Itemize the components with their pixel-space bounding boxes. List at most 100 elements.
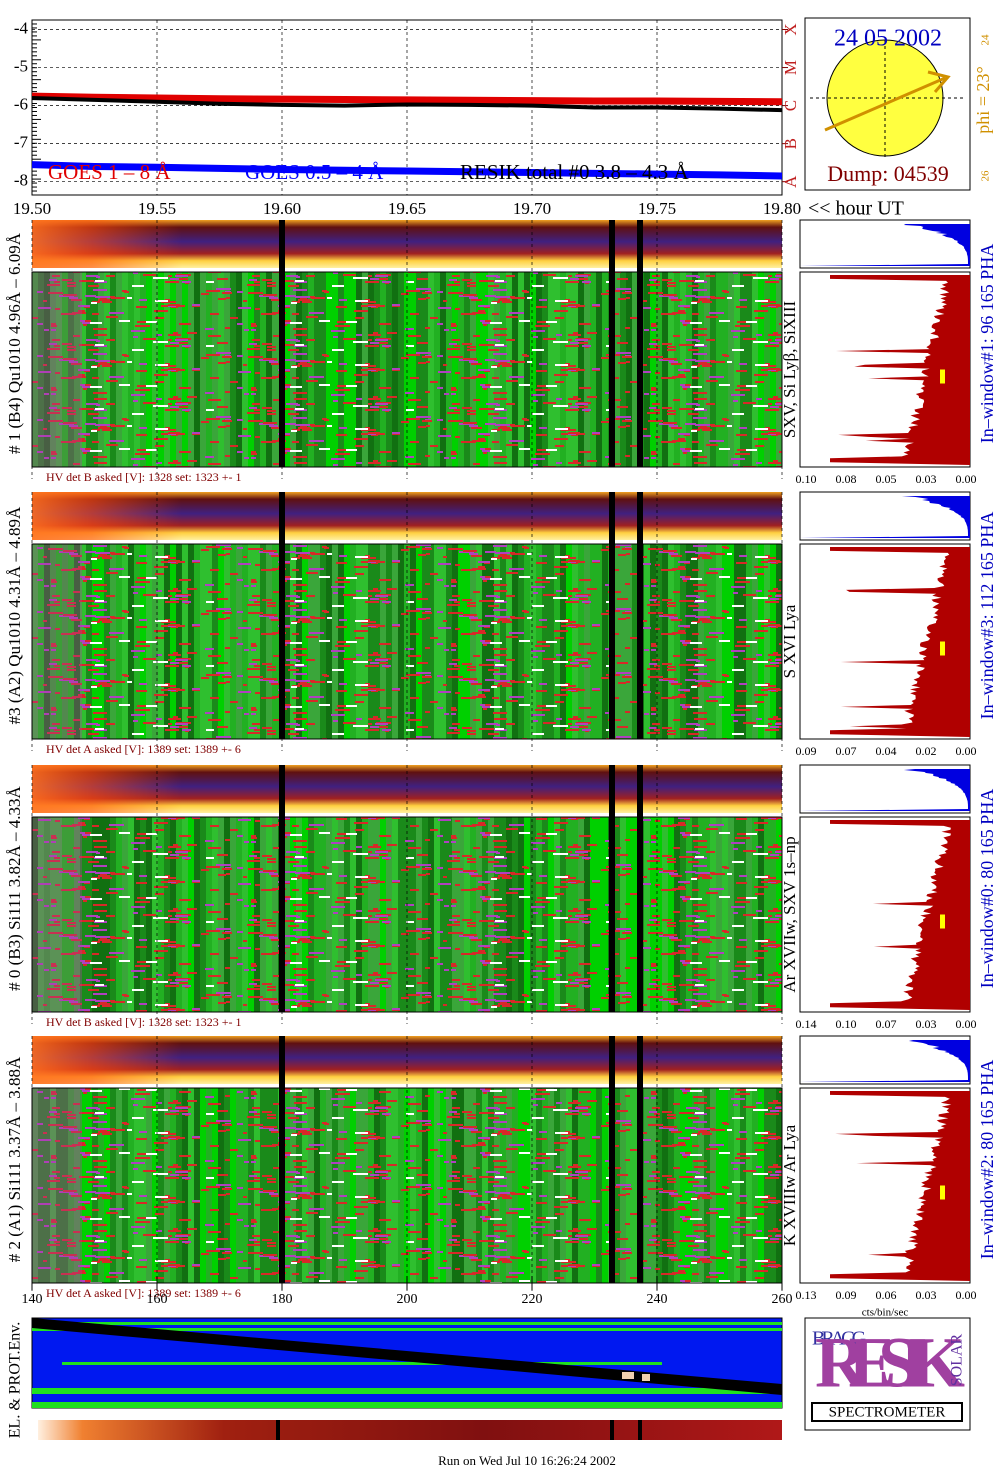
detector-label: #3 (A2) Qu1010 4.31Å – 4.89Å (5, 506, 24, 724)
hist-tick-label: 0.03 (916, 1017, 937, 1031)
env-track (32, 1318, 782, 1395)
hv-label: HV det A asked [V]: 1389 set: 1389 +- 6 (46, 742, 241, 756)
line-label: K XVIIIw Ar Lya (780, 1124, 799, 1246)
hist-profile (830, 275, 970, 465)
legend-entry: RESIK total #0 3.8 – 4.3 Å (460, 160, 689, 184)
footer: Run on Wed Jul 10 16:26:24 2002 (438, 1453, 616, 1468)
data-gap (609, 1036, 615, 1283)
y-tick-label: -7 (14, 133, 29, 152)
y-tick-label: -6 (14, 95, 28, 114)
hv-label: HV det B asked [V]: 1328 set: 1323 +- 1 (46, 470, 242, 484)
env-band (32, 1388, 782, 1394)
x-tick-label: 19.65 (388, 199, 426, 218)
line-label: Ar XVIIw, SXV 1s–np (780, 836, 799, 992)
pha-spectrum (800, 769, 970, 811)
window-label: In–window#3: 112 165 PHA (977, 512, 997, 720)
series-line (31, 161, 783, 180)
x-tick-label: 19.60 (263, 199, 301, 218)
hist-profile (830, 1091, 970, 1281)
data-gap (637, 1036, 643, 1283)
bottom-tick-label: 220 (522, 1292, 543, 1307)
hist-tick-label: 0.05 (876, 472, 897, 486)
bottom-tick-label: 180 (272, 1292, 293, 1307)
pha-spectrum (800, 224, 970, 266)
layer: -8 -7 -6 -5 -4 A B C M X 19.50 19.55 19.60 19.65 19.70… (5, 17, 997, 1468)
legend-entry: GOES 1 – 8 Å (48, 160, 171, 184)
hv-label: HV det A asked [V]: 1389 set: 1389 +- 6 (46, 1286, 241, 1300)
hist-unit: cts/bin/sec (862, 1307, 909, 1319)
hist-profile (830, 547, 970, 737)
hist-tick-label: 0.07 (876, 1017, 897, 1031)
pha-spectrum (800, 1040, 970, 1082)
logo-band (811, 1402, 963, 1422)
env-gap (276, 1420, 280, 1440)
x-tick-label: 19.55 (138, 199, 176, 218)
hist-tick-label: 0.07 (836, 744, 857, 758)
logo-main: RESIK (815, 1323, 965, 1403)
line-label: S XVI Lya (780, 604, 799, 678)
hist-tick-label: 0.00 (956, 744, 977, 758)
env-band (32, 1328, 782, 1331)
hist-tick-label: 0.06 (876, 1288, 897, 1302)
logo-top: BRAGG (812, 1328, 866, 1350)
panel-frame (31, 816, 783, 1013)
hist-tick-label: 0.10 (796, 472, 817, 486)
y-tick-label: -8 (14, 171, 28, 190)
sun-scale: 26 (980, 170, 992, 182)
bottom-tick-label: 160 (147, 1292, 168, 1307)
y2-tick-label: M (781, 60, 800, 75)
env-label: EL. & PROT.Env. (7, 1322, 24, 1438)
y2-tick-label: A (781, 175, 800, 188)
spectrum-left (32, 817, 82, 1012)
hist-tick-label: 0.03 (916, 472, 937, 486)
env-spot (642, 1374, 650, 1381)
series-line (31, 95, 783, 113)
data-gap (609, 765, 615, 1012)
x-tick-label: 19.75 (638, 199, 676, 218)
pha-spectrum (800, 496, 970, 538)
logo-side: SOLAR (949, 1333, 966, 1386)
spectrum-left (32, 272, 82, 467)
hv-label: HV det B asked [V]: 1328 set: 1323 +- 1 (46, 1015, 242, 1029)
bottom-tick-label: 240 (647, 1292, 668, 1307)
spectrum-left (32, 1088, 82, 1283)
bottom-tick-label: 140 (22, 1292, 43, 1307)
panel-frame (31, 271, 783, 468)
sun-arrowhead (927, 70, 951, 93)
env-gap (638, 1420, 642, 1440)
x-tick-label: 19.50 (13, 199, 51, 218)
env-gap (610, 1420, 614, 1440)
hist-tick-label: 0.08 (836, 472, 857, 486)
env-band (32, 1402, 782, 1408)
data-gap (637, 765, 643, 1012)
data-gap (279, 220, 285, 467)
x-tick-label: 19.70 (513, 199, 551, 218)
logo-bottom: SPECTROMETER (829, 1404, 946, 1420)
hist-tick-label: 0.14 (796, 1017, 817, 1031)
data-gap (637, 220, 643, 467)
data-gap (637, 492, 643, 739)
hist-tick-label: 0.10 (836, 1017, 857, 1031)
hist-tick-label: 0.09 (796, 744, 817, 758)
hist-tick-label: 0.04 (876, 744, 897, 758)
data-gap (609, 220, 615, 467)
window-label: In–window#2: 80 165 PHA (977, 1060, 997, 1260)
bottom-tick-label: 260 (772, 1292, 793, 1307)
x-axis-label: << hour UT (808, 198, 904, 220)
detector-label: # 2 (A1) Si111 3.37Å – 3.88Å (5, 1056, 24, 1262)
env-strip (38, 1420, 782, 1440)
hist-marker (940, 914, 945, 929)
hist-profile (830, 820, 970, 1010)
y-tick-label: -4 (14, 18, 29, 37)
data-gap (279, 765, 285, 1012)
spectrum-left (32, 544, 82, 739)
sun-dump: Dump: 04539 (827, 161, 949, 186)
hist-marker (940, 369, 945, 384)
env-band (32, 1322, 782, 1325)
window-label: In–window#1: 96 165 PHA (977, 244, 997, 444)
bottom-tick-label: 200 (397, 1292, 418, 1307)
env-spot (622, 1372, 634, 1379)
y-tick-label: -5 (14, 56, 28, 75)
data-gap (279, 492, 285, 739)
